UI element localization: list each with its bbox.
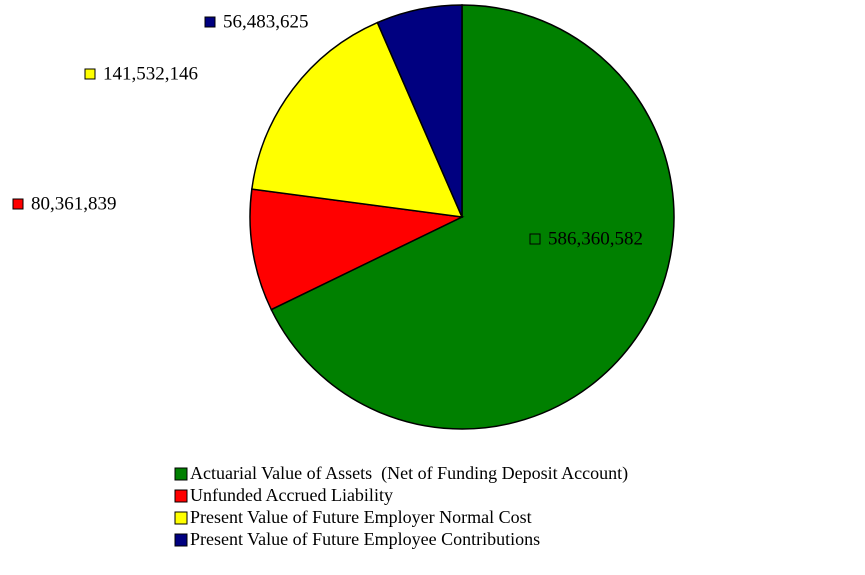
- pie-slice: [270, 4, 675, 430]
- data-label: 141,532,146: [103, 63, 198, 84]
- legend-marker: [174, 467, 188, 481]
- label-marker: [529, 233, 541, 245]
- legend-marker: [174, 511, 188, 525]
- legend-label: Unfunded Accrued Liability: [190, 485, 393, 505]
- label-marker: [84, 68, 96, 80]
- legend-label: Present Value of Future Employer Normal …: [190, 507, 532, 527]
- label-marker: [204, 16, 216, 28]
- legend-label: Present Value of Future Employee Contrib…: [190, 529, 540, 549]
- pie-slice: [251, 21, 464, 218]
- data-label: 80,361,839: [31, 193, 117, 214]
- legend-marker: [174, 533, 188, 547]
- pie-slice: [376, 4, 463, 218]
- legend-label: Actuarial Value of Assets (Net of Fundin…: [190, 463, 628, 484]
- label-marker: [12, 198, 24, 210]
- data-label: 586,360,582: [548, 228, 643, 249]
- pie-slice: [249, 188, 465, 311]
- legend-marker: [174, 489, 188, 503]
- data-label: 56,483,625: [223, 11, 309, 32]
